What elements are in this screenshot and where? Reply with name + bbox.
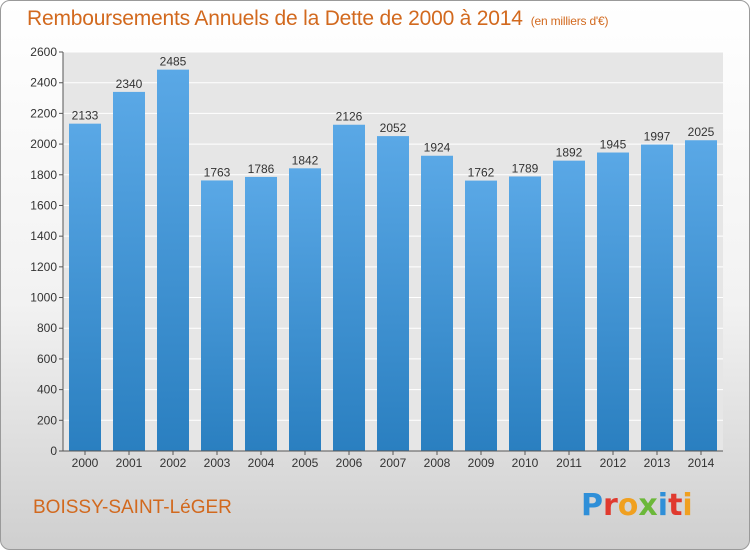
y-tick-label: 2000 <box>30 137 57 151</box>
brand-letter: i <box>657 488 669 523</box>
y-tick-label: 2600 <box>30 45 57 59</box>
title-text: Remboursements Annuels de la Dette de 20… <box>27 7 523 30</box>
data-label-2007: 2052 <box>380 121 407 135</box>
bar-2007 <box>377 136 409 451</box>
data-label-2001: 2340 <box>116 77 143 91</box>
chart-title: Remboursements Annuels de la Dette de 20… <box>27 7 608 31</box>
data-label-2012: 1945 <box>600 138 627 152</box>
x-tick-label-2013: 2013 <box>644 456 671 470</box>
y-tick-label: 600 <box>37 352 57 366</box>
bar-2004 <box>245 176 277 451</box>
y-tick-label: 2400 <box>30 76 57 90</box>
data-label-2005: 1842 <box>292 153 319 167</box>
data-label-2014: 2025 <box>688 125 715 139</box>
bar-2009 <box>465 180 497 451</box>
data-label-2008: 1924 <box>424 141 451 155</box>
x-tick-label-2011: 2011 <box>556 456 582 470</box>
bars-layer: 2133 2340 2485 1763 1786 1842 2126 2052 1924 1762… <box>69 55 717 452</box>
bar-2000 <box>69 123 101 452</box>
bar-2003 <box>201 180 233 451</box>
brand-logo[interactable]: Proxiti <box>581 488 693 523</box>
x-tick-label-2006: 2006 <box>336 456 363 470</box>
x-tick-label-2001: 2001 <box>116 456 143 470</box>
bar-2008 <box>421 155 453 452</box>
brand-letter: r <box>603 488 618 523</box>
x-tick-label-2012: 2012 <box>600 456 627 470</box>
brand-letter: x <box>638 488 658 523</box>
data-label-2004: 1786 <box>248 162 275 176</box>
bar-2002 <box>157 69 189 452</box>
x-tick-label-2007: 2007 <box>380 456 407 470</box>
data-label-2003: 1763 <box>204 165 231 179</box>
x-tick-label-2000: 2000 <box>72 456 99 470</box>
y-tick-label: 800 <box>37 321 57 335</box>
y-tick-label: 1000 <box>30 291 57 305</box>
y-tick-label: 1600 <box>30 198 57 212</box>
brand-letter: t <box>668 488 683 523</box>
bar-2006 <box>333 124 365 451</box>
data-label-2013: 1997 <box>644 130 671 144</box>
bar-2011 <box>553 160 585 452</box>
data-label-2011: 1892 <box>556 146 583 160</box>
brand-letter: i <box>682 488 693 523</box>
x-tick-label-2010: 2010 <box>512 456 539 470</box>
bar-2010 <box>509 176 541 451</box>
axis-layer: 0 200 400 600 800 1000 1200 1400 1600 1800 2000 220… <box>30 45 723 470</box>
data-label-2000: 2133 <box>72 109 99 123</box>
x-tick-label-2005: 2005 <box>292 456 319 470</box>
y-tick-label: 200 <box>37 413 57 427</box>
y-tick-label: 1400 <box>30 229 57 243</box>
bar-2012 <box>597 152 629 451</box>
brand-letter: P <box>581 488 603 523</box>
brand-letter: o <box>617 488 639 523</box>
bar-2013 <box>641 144 673 452</box>
y-tick-label: 400 <box>37 383 57 397</box>
y-tick-label: 2200 <box>30 106 57 120</box>
chart-subtitle: (en milliers d'€) <box>530 14 609 28</box>
bar-2005 <box>289 168 321 451</box>
x-tick-label-2009: 2009 <box>468 456 495 470</box>
y-tick-label: 1200 <box>30 260 57 274</box>
x-tick-label-2002: 2002 <box>160 456 187 470</box>
location-label: BOISSY-SAINT-LéGER <box>33 497 232 518</box>
y-tick-label: 1800 <box>30 168 57 182</box>
data-label-2002: 2485 <box>160 55 187 69</box>
data-label-2006: 2126 <box>336 110 363 124</box>
data-label-2010: 1789 <box>512 161 539 175</box>
x-tick-label-2004: 2004 <box>248 456 275 470</box>
x-tick-label-2008: 2008 <box>424 456 451 470</box>
x-tick-label-2014: 2014 <box>688 456 715 470</box>
bar-2014 <box>685 140 717 451</box>
data-label-2009: 1762 <box>468 166 495 180</box>
y-tick-label: 0 <box>50 444 57 458</box>
bar-2001 <box>113 91 145 452</box>
x-tick-label-2003: 2003 <box>204 456 231 470</box>
